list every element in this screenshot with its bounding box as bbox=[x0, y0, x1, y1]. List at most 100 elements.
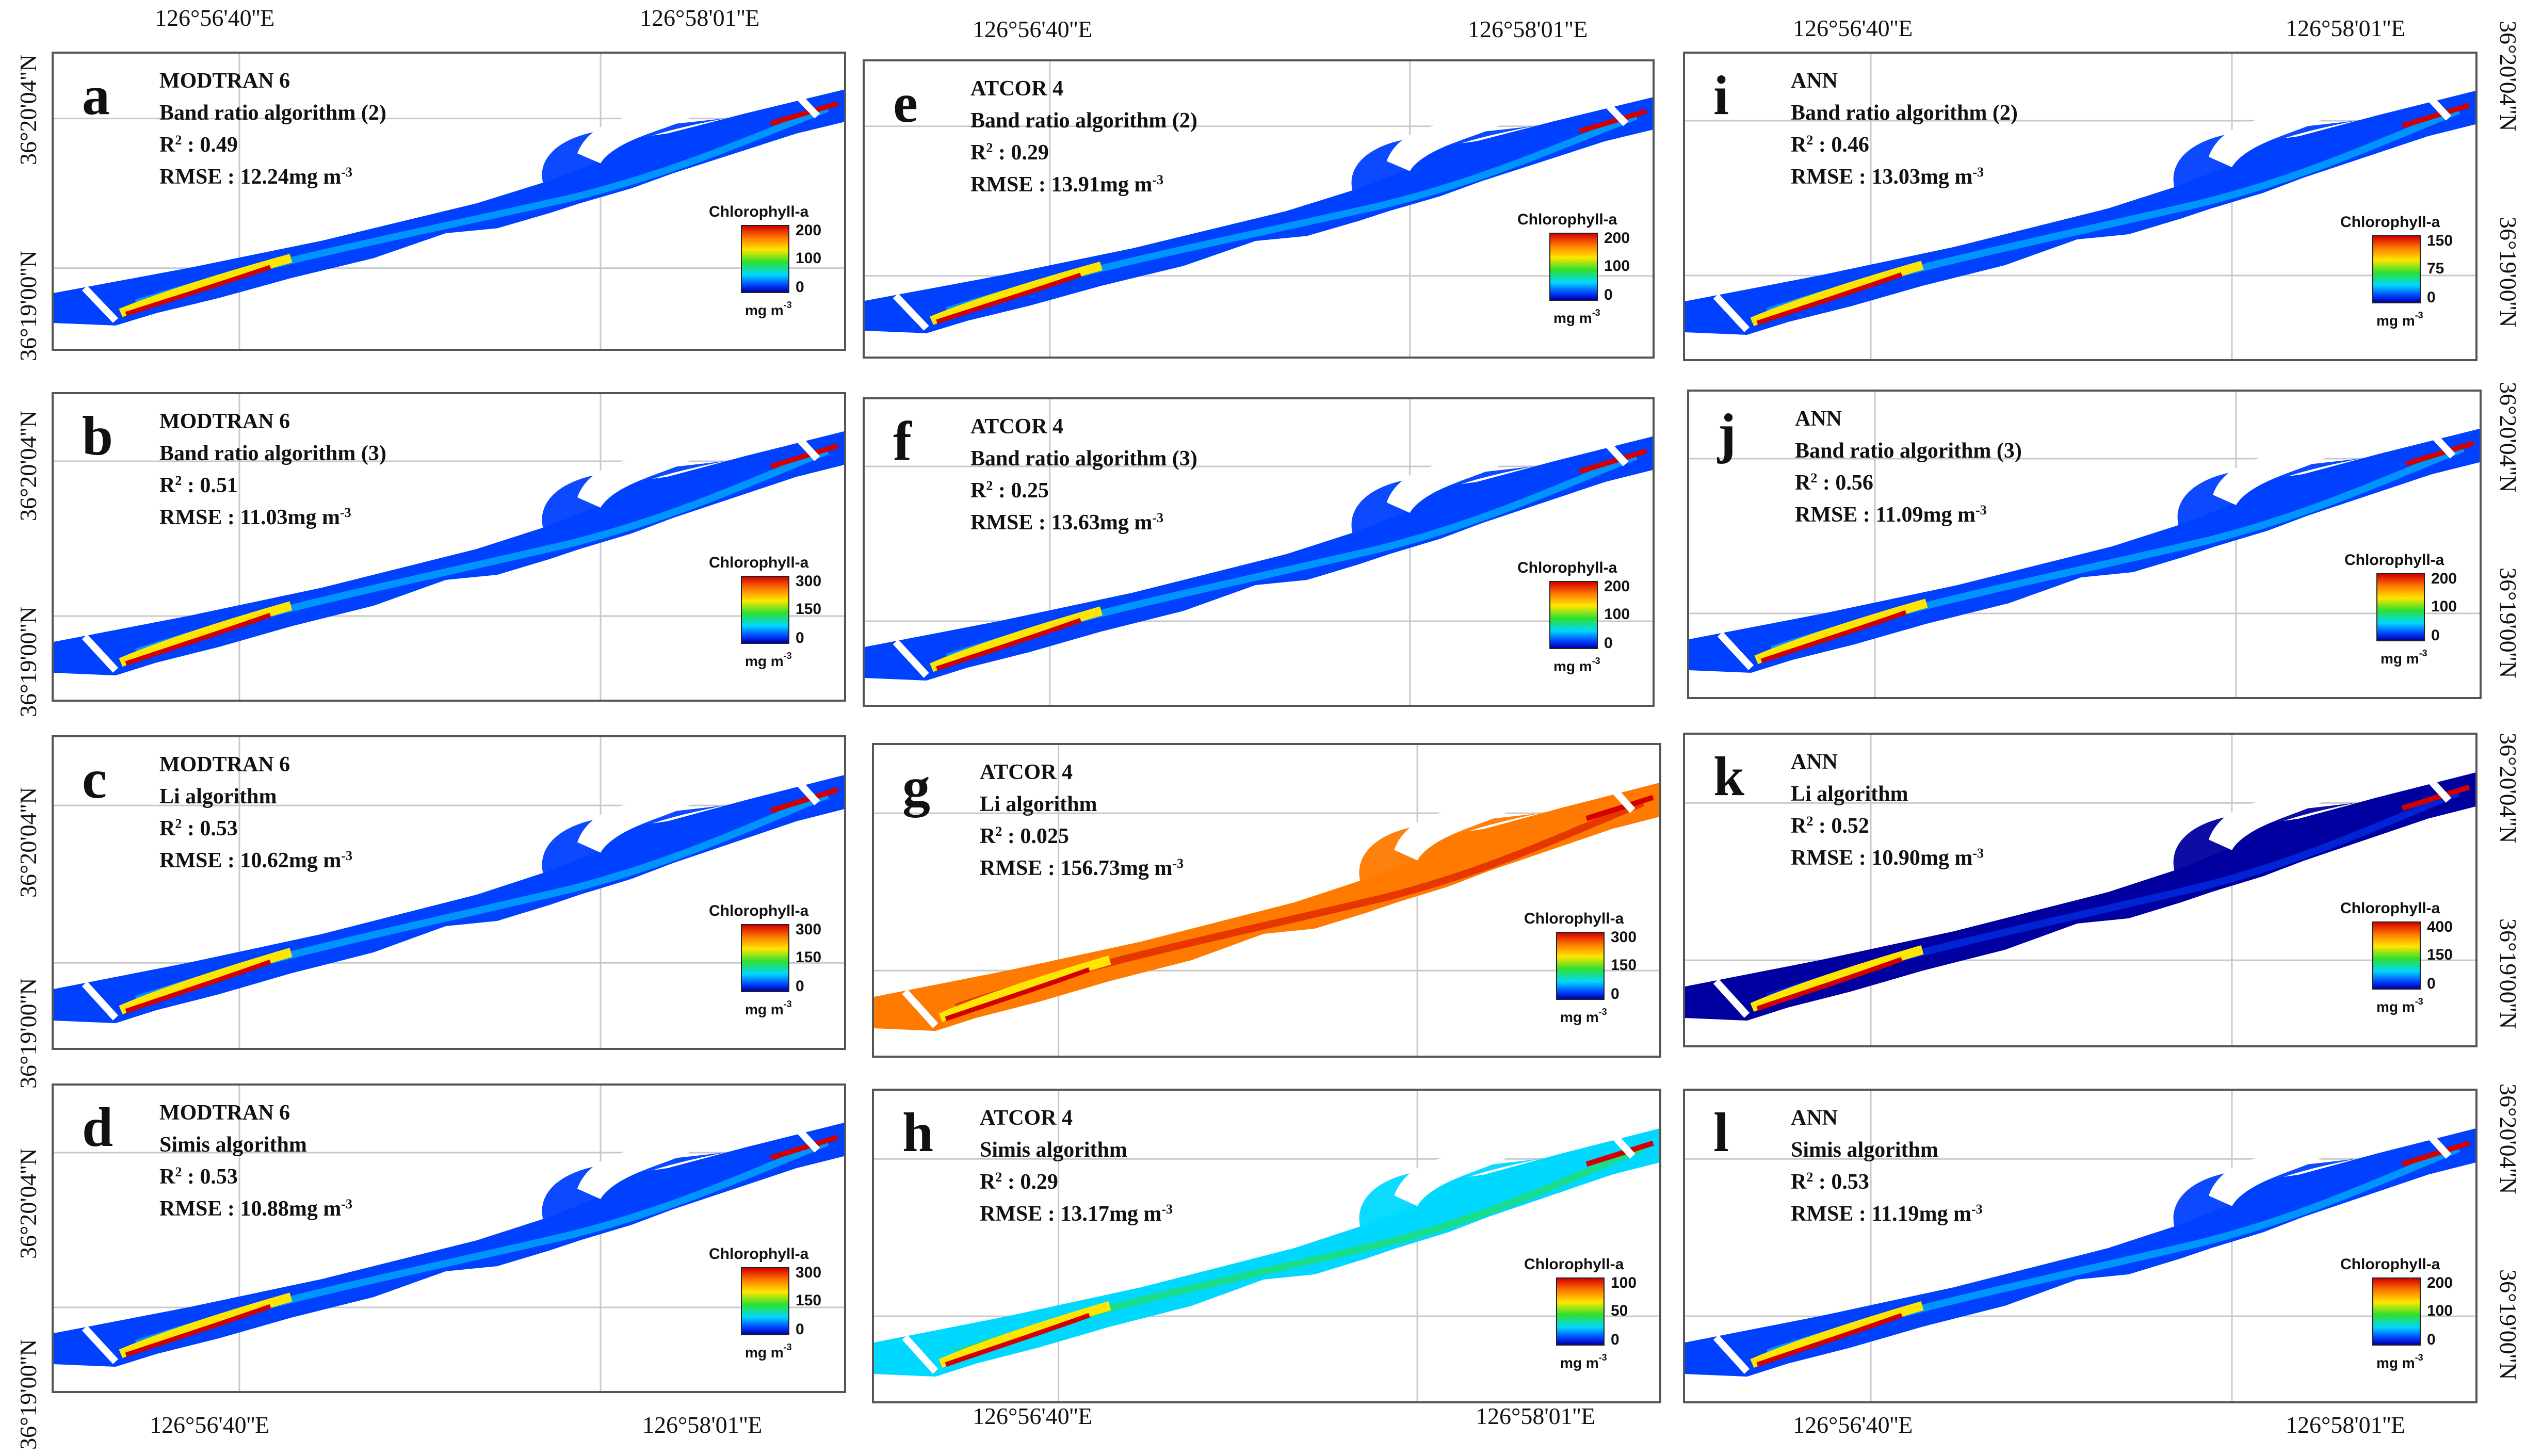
bloom-zone bbox=[119, 601, 293, 667]
river-map-l bbox=[1685, 1091, 2475, 1401]
legend-unit: mg m-3 bbox=[745, 651, 792, 669]
map-panel-d: d MODTRAN 6 Simis algorithm R2 : 0.53 RMSE :… bbox=[52, 1083, 846, 1393]
panel-info: ANN Li algorithm R2 : 0.52 RMSE : 10.90mg m… bbox=[1791, 746, 1984, 874]
algorithm-label: Li algorithm bbox=[980, 792, 1097, 816]
river-map-b bbox=[54, 394, 844, 700]
bloom-zone bbox=[938, 1301, 1111, 1368]
legend-title: Chlorophyll-a bbox=[2340, 1256, 2440, 1273]
bloom-core bbox=[125, 1304, 271, 1357]
r2-label: R2 : 0.29 bbox=[970, 140, 1049, 165]
island bbox=[577, 456, 693, 508]
legend-title: Chlorophyll-a bbox=[1517, 211, 1617, 228]
weir-line bbox=[1713, 294, 1750, 332]
method-label: ANN bbox=[1795, 407, 1842, 431]
lon-label-bottom-1: 126°56'40''E bbox=[150, 1412, 270, 1438]
legend-max: 200 bbox=[2431, 570, 2457, 587]
color-legend: Chlorophyll-a 400 150 0 mg m-3 bbox=[2340, 900, 2459, 1029]
panel-info: MODTRAN 6 Simis algorithm R2 : 0.53 RMSE : … bbox=[159, 1097, 352, 1225]
legend-colorbar bbox=[2376, 573, 2425, 641]
river-map-h bbox=[874, 1091, 1659, 1401]
legend-min: 0 bbox=[796, 629, 804, 646]
panel-letter: g bbox=[902, 756, 930, 818]
algorithm-label: Band ratio algorithm (2) bbox=[970, 109, 1197, 133]
bloom-zone bbox=[1750, 1301, 1924, 1368]
weir-line bbox=[1713, 1335, 1750, 1374]
lat-label-left-b2: 36°19'00''N bbox=[15, 606, 41, 717]
panel-info: ANN Simis algorithm R2 : 0.53 RMSE : 11.19m… bbox=[1791, 1102, 1983, 1230]
color-legend: Chlorophyll-a 200 100 0 mg m-3 bbox=[1517, 211, 1636, 340]
hotspot bbox=[1579, 448, 1647, 474]
legend-unit: mg m-3 bbox=[2376, 310, 2423, 329]
weir-line bbox=[783, 1114, 820, 1153]
hotspot bbox=[770, 101, 839, 126]
legend-mid: 100 bbox=[1604, 257, 1630, 274]
algorithm-label: Simis algorithm bbox=[980, 1138, 1127, 1162]
legend-colorbar bbox=[2372, 921, 2421, 990]
weir-line bbox=[902, 989, 938, 1028]
river-channel bbox=[2173, 121, 2356, 190]
color-legend: Chlorophyll-a 150 75 0 mg m-3 bbox=[2340, 214, 2459, 343]
bloom-zone bbox=[1754, 598, 1928, 665]
river-channel bbox=[2173, 803, 2356, 874]
bloom-zone bbox=[938, 956, 1111, 1023]
rmse-label: RMSE : 13.17mg m-3 bbox=[980, 1202, 1173, 1226]
legend-mid: 100 bbox=[796, 250, 822, 267]
algorithm-label: Band ratio algorithm (3) bbox=[970, 447, 1197, 471]
panel-letter: l bbox=[1713, 1102, 1729, 1163]
legend-colorbar bbox=[741, 576, 789, 644]
river-channel bbox=[1359, 1159, 1541, 1230]
bloom-core bbox=[1756, 957, 1903, 1011]
hotspot bbox=[2401, 1140, 2470, 1167]
weir-line bbox=[783, 81, 820, 119]
legend-mid: 100 bbox=[1604, 606, 1630, 623]
color-legend: Chlorophyll-a 100 50 0 mg m-3 bbox=[1524, 1256, 1643, 1385]
map-panel-b: b MODTRAN 6 Band ratio algorithm (3) R2 : 0… bbox=[52, 392, 846, 702]
legend-min: 0 bbox=[2427, 1331, 2436, 1348]
legend-colorbar bbox=[1556, 932, 1605, 1000]
hotspot bbox=[1585, 795, 1654, 821]
legend-max: 300 bbox=[796, 573, 822, 590]
legend-unit: mg m-3 bbox=[745, 1342, 792, 1361]
bloom-core bbox=[125, 612, 271, 666]
river-map-k bbox=[1685, 735, 2475, 1045]
panel-letter: b bbox=[82, 406, 114, 467]
rmse-label: RMSE : 156.73mg m-3 bbox=[980, 856, 1184, 880]
legend-max: 200 bbox=[1604, 578, 1630, 595]
method-label: MODTRAN 6 bbox=[159, 753, 290, 776]
method-label: ANN bbox=[1791, 69, 1838, 93]
legend-mid: 100 bbox=[2427, 1302, 2453, 1319]
legend-mid: 150 bbox=[796, 1292, 822, 1309]
rmse-label: RMSE : 11.19mg m-3 bbox=[1791, 1202, 1983, 1226]
legend-title: Chlorophyll-a bbox=[709, 1245, 809, 1263]
lon-label-bottom-5: 126°56'40''E bbox=[1793, 1412, 1913, 1438]
rmse-label: RMSE : 10.62mg m-3 bbox=[159, 848, 352, 872]
bloom-zone bbox=[930, 606, 1103, 672]
legend-min: 0 bbox=[2427, 289, 2436, 306]
legend-colorbar bbox=[2372, 235, 2421, 303]
river-channel bbox=[542, 1153, 724, 1222]
algorithm-label: Li algorithm bbox=[159, 785, 277, 808]
method-label: ATCOR 4 bbox=[970, 77, 1064, 101]
weir-line bbox=[1599, 1120, 1636, 1159]
panel-letter: f bbox=[893, 411, 912, 472]
legend-unit: mg m-3 bbox=[1560, 1352, 1607, 1371]
island bbox=[1386, 121, 1502, 171]
legend-unit: mg m-3 bbox=[1553, 308, 1600, 326]
lat-label-right-l2: 36°19'00''N bbox=[2495, 1269, 2521, 1380]
rmse-label: RMSE : 11.03mg m-3 bbox=[159, 505, 351, 529]
legend-min: 0 bbox=[796, 279, 804, 296]
map-panel-e: e ATCOR 4 Band ratio algorithm (2) R2 : 0.2… bbox=[863, 59, 1655, 359]
legend-min: 0 bbox=[1604, 286, 1613, 303]
weir-line bbox=[1592, 428, 1629, 466]
legend-max: 300 bbox=[796, 1264, 822, 1281]
lat-label-left-d2: 36°19'00''N bbox=[15, 1339, 41, 1450]
map-panel-f: f ATCOR 4 Band ratio algorithm (3) R2 : 0.2… bbox=[863, 397, 1655, 707]
panel-info: ANN Band ratio algorithm (3) R2 : 0.56 RMSE… bbox=[1795, 403, 2022, 531]
lat-label-right-l1: 36°20'04''N bbox=[2495, 1083, 2521, 1194]
weir-line bbox=[82, 285, 119, 323]
bloom-zone bbox=[119, 253, 293, 317]
legend-min: 0 bbox=[2431, 627, 2440, 644]
algorithm-label: Band ratio algorithm (3) bbox=[159, 442, 386, 465]
weir-line bbox=[893, 293, 929, 331]
river-map-c bbox=[54, 737, 844, 1048]
